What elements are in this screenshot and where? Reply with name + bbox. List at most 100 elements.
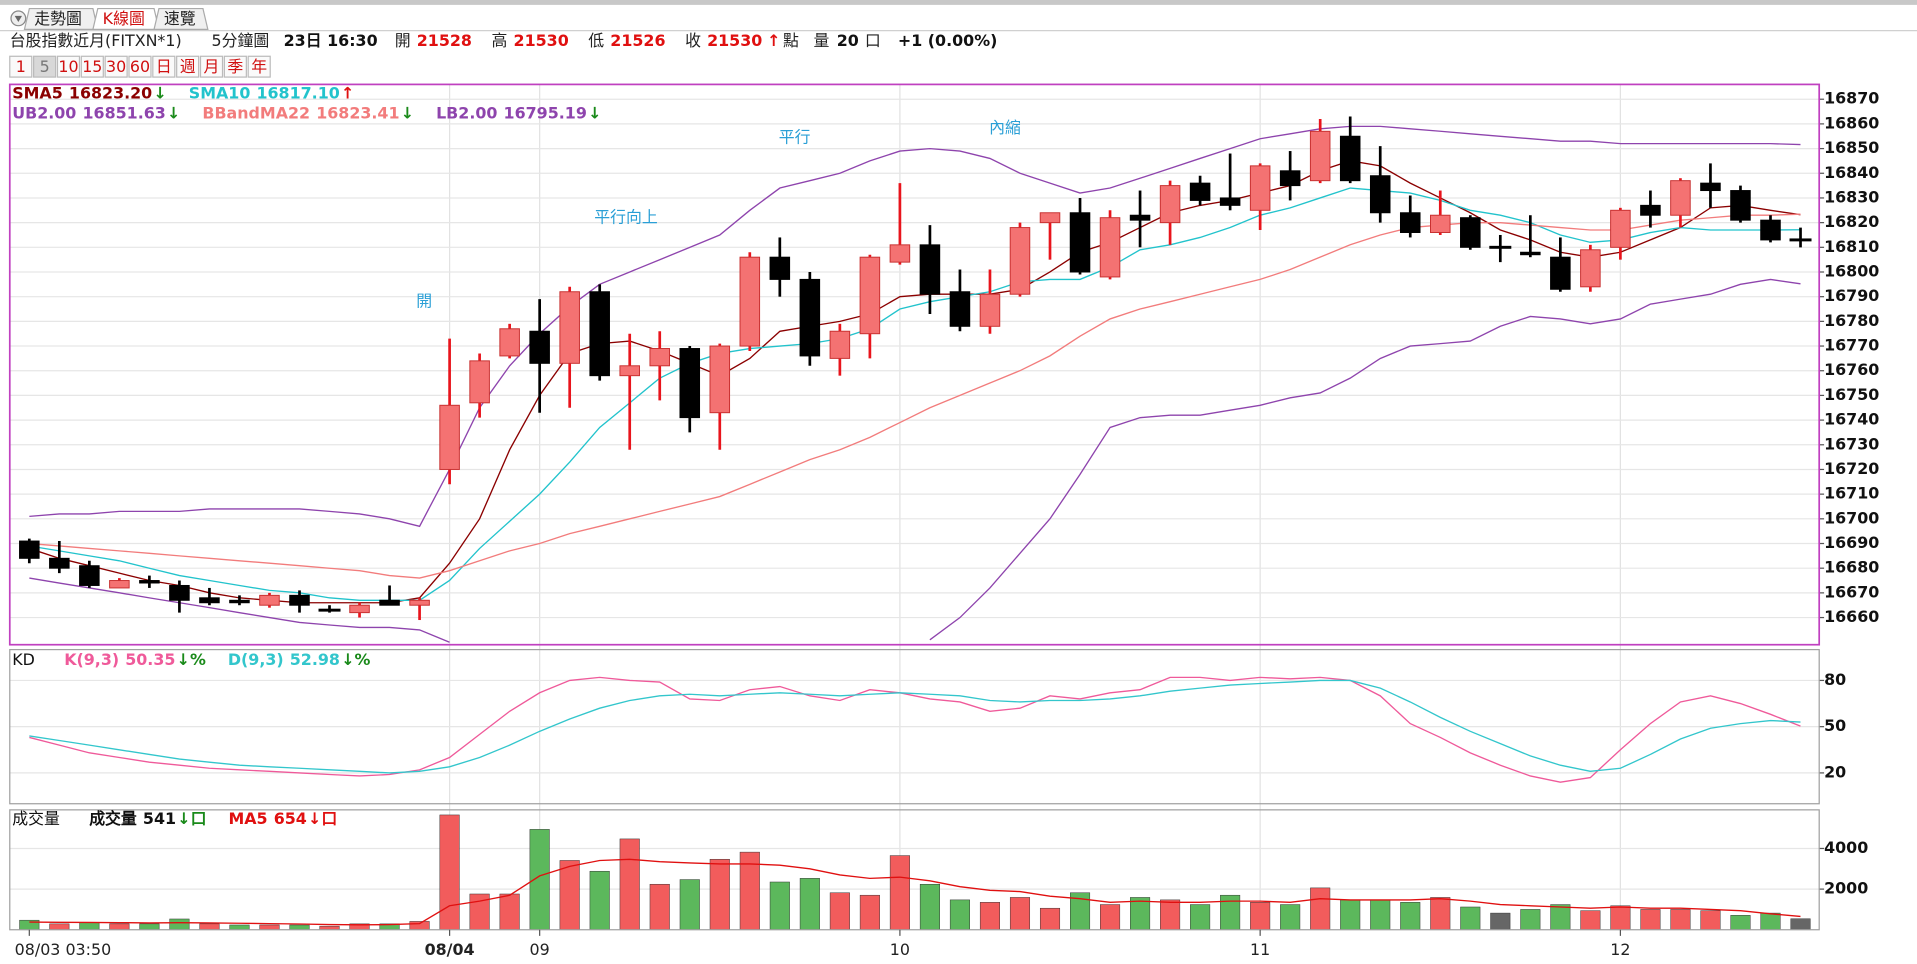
legend-value: 50.35 xyxy=(125,650,175,669)
candle-body xyxy=(1249,165,1271,211)
y-tick-label: 16860 xyxy=(1824,113,1879,132)
period-label[interactable]: 日 xyxy=(156,57,172,76)
period-label[interactable]: 10 xyxy=(58,57,78,76)
period-label[interactable]: 5 xyxy=(40,57,50,76)
quote-label: 高 xyxy=(492,31,508,50)
candle-body xyxy=(318,608,341,612)
volume-bar xyxy=(1760,912,1781,930)
candle-body xyxy=(709,345,731,414)
period-button[interactable] xyxy=(104,55,128,78)
period-button[interactable] xyxy=(152,55,176,78)
period-button[interactable] xyxy=(9,55,33,78)
volume-bar xyxy=(619,838,640,930)
tab-label[interactable]: 走勢圖 xyxy=(34,9,82,28)
candle-body xyxy=(1279,170,1301,187)
candle-body xyxy=(1399,212,1421,233)
line xyxy=(29,187,1801,601)
candle-body xyxy=(1309,130,1331,182)
y-tick-label: 20 xyxy=(1824,762,1846,781)
period-button[interactable] xyxy=(128,55,152,78)
period-button[interactable] xyxy=(33,55,57,78)
tab[interactable] xyxy=(153,7,209,30)
tab-label[interactable]: 速覽 xyxy=(164,9,196,28)
line xyxy=(29,679,1801,774)
period-button[interactable] xyxy=(223,55,247,78)
volume-bar xyxy=(229,924,250,930)
volume-bar xyxy=(1640,909,1661,930)
y-tick-label: 16710 xyxy=(1824,484,1879,503)
candle-body xyxy=(949,291,971,327)
period-label[interactable]: 月 xyxy=(204,57,220,76)
quote-value: 21526 xyxy=(610,31,665,50)
candle-body xyxy=(1039,212,1061,224)
volume-bar xyxy=(889,855,910,930)
y-tick-label: 16800 xyxy=(1824,261,1879,280)
y-tick-label: 16870 xyxy=(1824,89,1879,108)
volume-bar xyxy=(1160,899,1181,930)
candle-body xyxy=(349,604,370,614)
period-button[interactable] xyxy=(199,55,224,78)
candle-body xyxy=(919,244,941,295)
candle-body xyxy=(739,256,761,347)
candle-body xyxy=(409,599,430,606)
tab[interactable] xyxy=(92,7,160,30)
period-button[interactable] xyxy=(80,55,104,78)
legend-arrow: ↓ xyxy=(167,103,180,122)
annotation: 平行向上 xyxy=(594,207,658,226)
legend-value: 52.98 xyxy=(290,650,340,669)
period-label[interactable]: 60 xyxy=(130,57,150,76)
candle-body xyxy=(1700,182,1721,192)
volume-bar xyxy=(109,923,130,930)
candle-body xyxy=(829,330,851,359)
period-label[interactable]: 1 xyxy=(16,57,26,76)
time: 23日 16:30 xyxy=(284,31,378,50)
volume-bar xyxy=(499,893,520,930)
interval: 5分鐘圖 xyxy=(212,31,270,50)
volume-bar xyxy=(1400,902,1421,930)
y-tick-label: 16760 xyxy=(1824,360,1879,379)
tab-label[interactable]: K線圖 xyxy=(103,9,145,28)
y-tick-label: 16750 xyxy=(1824,385,1879,404)
line xyxy=(29,278,1801,643)
panel-border xyxy=(9,648,1820,805)
y-tick-label: 16780 xyxy=(1824,311,1879,330)
y-tick-label: 16690 xyxy=(1824,533,1879,552)
volume-bar xyxy=(559,860,580,930)
legend-arrow: ↑ xyxy=(341,84,354,103)
candle-body xyxy=(109,580,130,589)
x-tick-label: 08/03 03:50 xyxy=(15,940,112,959)
line xyxy=(29,676,1801,783)
quote-unit: 點 xyxy=(783,31,799,50)
candle-body xyxy=(499,328,520,357)
candle-body xyxy=(889,244,911,263)
period-button[interactable] xyxy=(247,55,271,78)
period-button[interactable] xyxy=(176,55,200,78)
period-label[interactable]: 30 xyxy=(106,57,126,76)
panel-border xyxy=(9,809,1820,931)
period-label[interactable]: 15 xyxy=(82,57,102,76)
volume-bar xyxy=(1550,904,1571,930)
period-button[interactable] xyxy=(56,55,81,78)
x-tick-label: 11 xyxy=(1250,940,1270,959)
y-tick-label: 16730 xyxy=(1824,434,1879,453)
period-label[interactable]: 年 xyxy=(251,57,267,76)
candle-body xyxy=(1189,182,1211,201)
volume-bar xyxy=(949,899,970,930)
candle-body xyxy=(1129,214,1151,221)
volume-bar xyxy=(409,921,430,930)
menu-icon xyxy=(14,15,23,23)
tab[interactable] xyxy=(23,7,99,30)
period-label[interactable]: 季 xyxy=(227,57,243,76)
candle-body xyxy=(1159,185,1181,224)
panel-border xyxy=(8,83,1821,646)
quote-value: 21530 xyxy=(707,31,762,50)
legend-name: 成交量 xyxy=(89,809,137,828)
y-tick-label: 16670 xyxy=(1824,582,1879,601)
volume-bar xyxy=(1280,904,1301,930)
volume-bar xyxy=(919,883,940,930)
candle-body xyxy=(679,348,701,419)
legend-arrow: ↓ xyxy=(153,84,166,103)
period-label[interactable]: 週 xyxy=(180,57,196,76)
volume-bar xyxy=(1730,915,1751,930)
panel-title: KD xyxy=(12,650,35,669)
